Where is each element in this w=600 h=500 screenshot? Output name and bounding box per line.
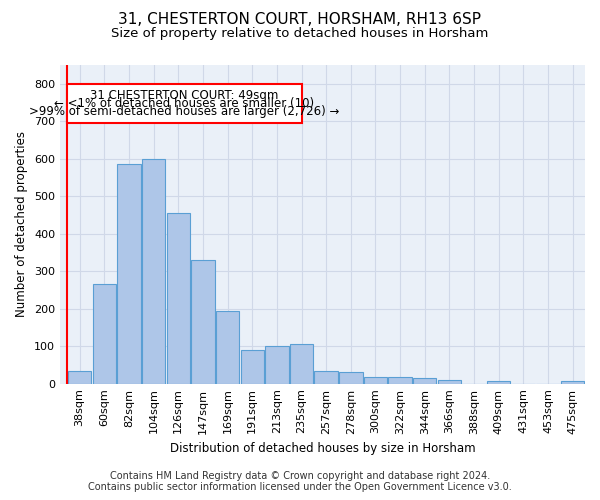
Bar [364, 377, 387, 384]
Bar [241, 350, 264, 384]
Bar [561, 380, 584, 384]
Bar [314, 370, 338, 384]
Text: ← <1% of detached houses are smaller (10): ← <1% of detached houses are smaller (10… [55, 97, 314, 110]
Bar [290, 344, 313, 384]
Bar [487, 380, 511, 384]
Text: Contains HM Land Registry data © Crown copyright and database right 2024.
Contai: Contains HM Land Registry data © Crown c… [88, 471, 512, 492]
Bar [388, 377, 412, 384]
Bar [216, 310, 239, 384]
Bar [265, 346, 289, 384]
Text: >99% of semi-detached houses are larger (2,726) →: >99% of semi-detached houses are larger … [29, 106, 340, 118]
Bar [191, 260, 215, 384]
Text: 31 CHESTERTON COURT: 49sqm: 31 CHESTERTON COURT: 49sqm [90, 89, 278, 102]
Y-axis label: Number of detached properties: Number of detached properties [16, 132, 28, 318]
Text: 31, CHESTERTON COURT, HORSHAM, RH13 6SP: 31, CHESTERTON COURT, HORSHAM, RH13 6SP [119, 12, 482, 28]
X-axis label: Distribution of detached houses by size in Horsham: Distribution of detached houses by size … [170, 442, 475, 455]
Bar [117, 164, 140, 384]
Bar [413, 378, 436, 384]
Bar [68, 370, 91, 384]
Bar [92, 284, 116, 384]
FancyBboxPatch shape [67, 84, 302, 123]
Bar [142, 158, 166, 384]
Bar [339, 372, 362, 384]
Bar [438, 380, 461, 384]
Text: Size of property relative to detached houses in Horsham: Size of property relative to detached ho… [112, 28, 488, 40]
Bar [167, 213, 190, 384]
